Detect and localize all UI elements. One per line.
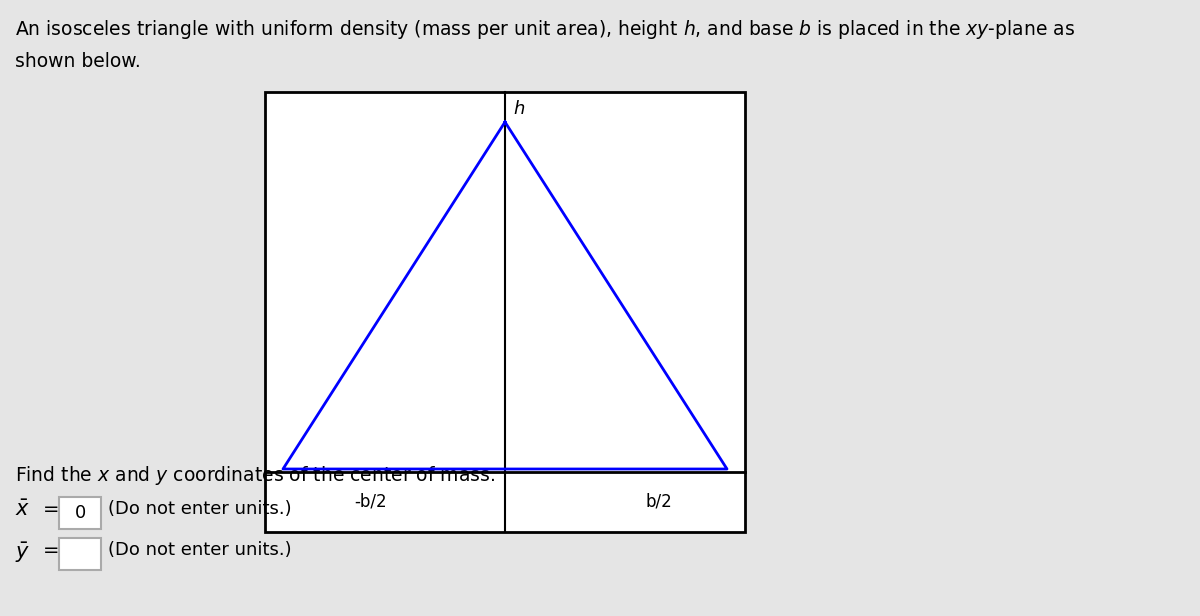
FancyBboxPatch shape [59, 538, 101, 570]
FancyBboxPatch shape [265, 92, 745, 532]
Text: b/2: b/2 [646, 493, 672, 511]
Text: h: h [514, 100, 524, 118]
Text: 0: 0 [74, 504, 85, 522]
FancyBboxPatch shape [59, 497, 101, 529]
Text: Find the $x$ and $y$ coordinates of the center of mass.: Find the $x$ and $y$ coordinates of the … [14, 464, 496, 487]
Text: $\bar{y}$: $\bar{y}$ [14, 541, 30, 565]
Text: (Do not enter units.): (Do not enter units.) [108, 500, 292, 518]
Text: -b/2: -b/2 [354, 493, 386, 511]
Text: shown below.: shown below. [14, 52, 140, 71]
Text: =: = [43, 541, 60, 560]
Text: (Do not enter units.): (Do not enter units.) [108, 541, 292, 559]
Text: An isosceles triangle with uniform density (mass per unit area), height $h$, and: An isosceles triangle with uniform densi… [14, 18, 1075, 41]
Text: $\bar{x}$: $\bar{x}$ [14, 500, 30, 521]
Text: =: = [43, 500, 60, 519]
